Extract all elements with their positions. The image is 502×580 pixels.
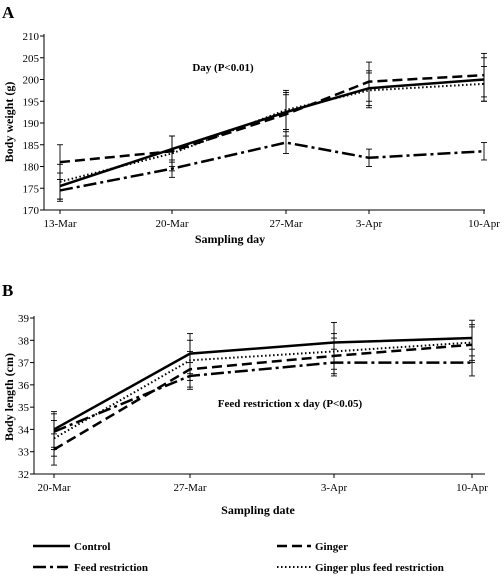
legend-item-ginger-plus-feed-restriction: Ginger plus feed restriction bbox=[277, 562, 444, 574]
panel-b: B Feed restriction x day (P<0.05) Sampli… bbox=[2, 281, 488, 517]
panel-a: A Day (P<0.01) Sampling day Body weight … bbox=[2, 3, 500, 246]
panel-a-y-tick-label: 190 bbox=[23, 118, 40, 130]
panel-a-label: A bbox=[2, 3, 15, 22]
panel-a-x-tick-label: 27-Mar bbox=[270, 218, 303, 230]
panel-a-x-tick-label: 20-Mar bbox=[156, 218, 189, 230]
panel-b-y-tick-label: 39 bbox=[18, 313, 30, 325]
legend-label-control: Control bbox=[74, 541, 110, 553]
panel-b-x-tick-label: 10-Apr bbox=[456, 482, 488, 494]
panel-b-y-tick-label: 34 bbox=[18, 424, 30, 436]
panel-a-annotation: Day (P<0.01) bbox=[192, 62, 254, 74]
legend-label-ginger: Ginger bbox=[315, 541, 348, 553]
panel-a-line-control bbox=[60, 80, 484, 187]
panel-b-x-tick-label: 20-Mar bbox=[38, 482, 71, 494]
panel-b-annotation: Feed restriction x day (P<0.05) bbox=[218, 398, 363, 410]
panel-b-series bbox=[51, 320, 475, 465]
panel-b-label: B bbox=[2, 281, 13, 300]
panel-b-y-axis-title: Body length (cm) bbox=[2, 353, 16, 441]
panel-b-series-ginger-plus-feed-restriction bbox=[51, 325, 475, 456]
panel-a-series bbox=[57, 53, 487, 201]
panel-a-y-tick-label: 195 bbox=[23, 96, 40, 108]
panel-a-y-tick-label: 185 bbox=[23, 140, 40, 152]
panel-a-line-ginger-plus-feed-restriction bbox=[60, 84, 484, 182]
panel-b-line-control bbox=[54, 338, 472, 429]
panel-a-series-ginger-plus-feed-restriction bbox=[57, 66, 487, 199]
panel-b-y-tick-label: 35 bbox=[18, 402, 30, 414]
panel-b-line-ginger-plus-feed-restriction bbox=[54, 343, 472, 439]
panel-a-x-tick-label: 13-Mar bbox=[44, 218, 77, 230]
panel-a-axes: 170 175 180 185 190 195 200 205 210 13-Mar 20-Mar 2… bbox=[23, 31, 501, 230]
panel-b-x-tick-label: 3-Apr bbox=[321, 482, 348, 494]
panel-b-y-tick-label: 32 bbox=[18, 469, 29, 481]
panel-b-x-axis-title: Sampling date bbox=[221, 503, 295, 517]
legend-label-ginger-plus-feed-restriction: Ginger plus feed restriction bbox=[315, 562, 444, 574]
legend-label-feed-restriction: Feed restriction bbox=[74, 562, 148, 574]
panel-a-x-tick-label: 10-Apr bbox=[468, 218, 500, 230]
panel-a-y-tick-label: 180 bbox=[23, 162, 40, 174]
panel-b-y-tick-label: 38 bbox=[18, 335, 30, 347]
panel-a-y-tick-label: 205 bbox=[23, 53, 40, 65]
panel-a-y-tick-label: 210 bbox=[23, 31, 40, 43]
panel-b-y-tick-label: 33 bbox=[18, 447, 30, 459]
panel-a-y-axis-title: Body weight (g) bbox=[2, 82, 16, 163]
panel-a-y-tick-label: 200 bbox=[23, 75, 40, 87]
panel-a-y-tick-label: 170 bbox=[23, 205, 40, 217]
legend-item-control: Control bbox=[33, 541, 110, 553]
panel-b-series-control bbox=[51, 320, 475, 447]
panel-b-y-tick-label: 37 bbox=[18, 358, 30, 370]
panel-a-x-axis-title: Sampling day bbox=[195, 232, 265, 246]
legend-item-ginger: Ginger bbox=[277, 541, 348, 553]
legend: Control Ginger Feed restriction Ginger p… bbox=[33, 541, 444, 574]
panel-b-x-tick-label: 27-Mar bbox=[174, 482, 207, 494]
panel-b-y-tick-label: 36 bbox=[18, 380, 30, 392]
panel-a-y-tick-label: 175 bbox=[23, 183, 40, 195]
legend-item-feed-restriction: Feed restriction bbox=[33, 562, 148, 574]
panel-a-x-tick-label: 3-Apr bbox=[356, 218, 383, 230]
panel-a-line-ginger bbox=[60, 75, 484, 162]
